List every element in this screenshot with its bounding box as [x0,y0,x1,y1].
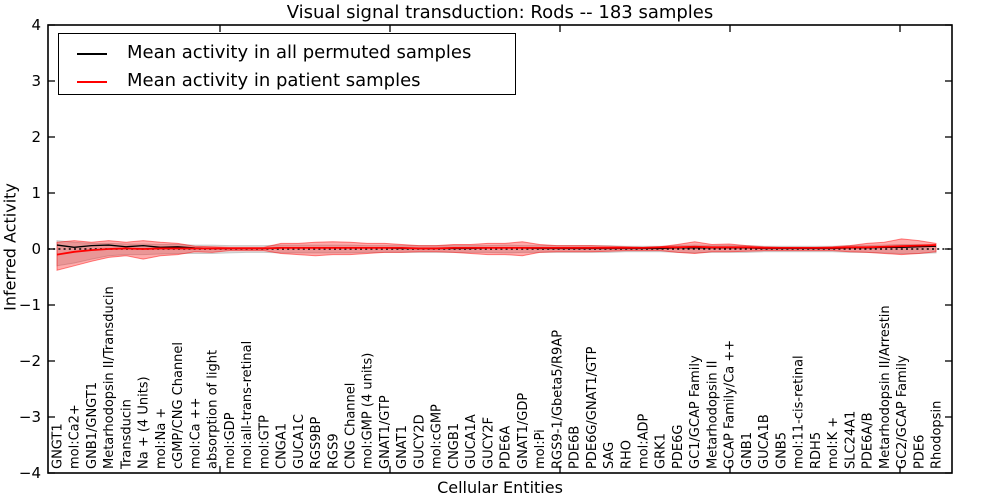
y-tick-label: −3 [19,408,41,426]
y-tick-label: 2 [31,128,41,146]
x-category-label: mol:Na + [154,408,169,469]
x-category-label: Rhodopsin [930,401,945,469]
x-category-label: GUCY2F [481,417,496,469]
x-category-label: cGMP/CNG Channel [171,342,186,469]
x-category-label: GNB1 [740,432,755,469]
x-category-label: CNG Channel [344,383,359,469]
x-category-label: PDE6G/GNAT1/GTP [585,346,600,469]
patient-sample-range-band [56,238,937,271]
x-category-label: Transducin [119,399,134,470]
x-category-label: Metarhodopsin II/Transducin [102,286,117,469]
x-category-label: GC2/GCAP Family [895,355,910,469]
x-category-label: mol:GDP [223,412,238,469]
x-category-label: GNB5 [774,432,789,469]
x-category-label: GUCY2D [412,414,427,469]
x-category-label: CNGB1 [447,423,462,469]
x-category-label: GRK1 [654,433,669,469]
x-category-label: GC1/GCAP Family [688,355,703,469]
x-category-label: Metarhodopsin II [705,361,720,469]
legend-entry-label: Mean activity in patient samples [127,70,421,91]
x-category-label: mol:GMP (4 units) [361,353,376,469]
x-category-label: mol:all-trans-retinal [240,341,255,469]
y-tick-label: 3 [31,72,41,90]
x-axis-label: Cellular Entities [437,478,563,497]
x-category-label: GNB1/GNGT1 [85,382,100,469]
legend-entry-patient: Mean activity in patient samples [59,68,515,96]
x-category-label: mol:ADP [637,413,652,469]
patient-mean-line [56,244,937,256]
x-category-label: GUCA1C [292,414,307,469]
x-category-label: PDE6G [671,425,686,469]
x-category-label: PDE6B [568,426,583,469]
x-category-label: GCAP Family/Ca ++ [723,340,738,469]
x-category-label: PDE6A/B [861,412,876,469]
x-category-label: SAG [602,442,617,469]
y-tick-label: −4 [19,464,41,482]
y-axis-label: Inferred Activity [0,183,20,311]
legend: Mean activity in all permuted samples Me… [58,33,516,95]
x-category-label: mol:Ca2+ [68,404,83,469]
x-category-label: CNGA1 [275,423,290,469]
x-category-label: GUCA1A [464,414,479,469]
x-category-label: RGS9BP [309,416,324,469]
x-category-label: PDE6A [499,426,514,469]
x-category-label: absorption of light [206,350,221,469]
x-category-label: mol:GTP [257,415,272,469]
x-category-label: GNAT1 [395,425,410,469]
y-tick-label: 4 [31,16,41,34]
x-category-label: GNAT1/GTP [378,395,393,469]
chart-title: Visual signal transduction: Rods -- 183 … [286,2,714,23]
permuted-line-swatch [77,53,107,55]
x-category-label: SLC24A1 [843,411,858,469]
y-tick-label: 1 [31,184,41,202]
legend-entry-permuted: Mean activity in all permuted samples [59,40,515,68]
x-category-label: mol:11-cis-retinal [792,355,807,469]
x-category-label: RDH5 [809,432,824,469]
y-tick-label: −1 [19,296,41,314]
x-category-label: RGS9 [326,433,341,469]
x-category-label: RHO [619,440,634,469]
legend-entry-label: Mean activity in all permuted samples [127,42,472,63]
x-category-label: mol:cGMP [430,404,445,469]
x-category-label: GNAT1/GDP [516,393,531,469]
x-category-label: GUCA1B [757,414,772,469]
x-category-label: mol:K + [826,417,841,469]
x-category-label: Metarhodopsin II/Arrestin [878,305,893,469]
y-tick-label: 0 [31,240,41,258]
patient-line-swatch [77,81,107,83]
x-category-label: mol:Pi [533,429,548,469]
x-category-label: Na + (4 Units) [137,376,152,469]
x-category-label: GNGT1 [51,423,66,469]
x-category-label: mol:Ca ++ [188,397,203,469]
y-tick-label: −2 [19,352,41,370]
x-category-label: RGS9-1/Gbeta5/R9AP [550,330,565,469]
x-category-label: PDE6 [912,435,927,469]
